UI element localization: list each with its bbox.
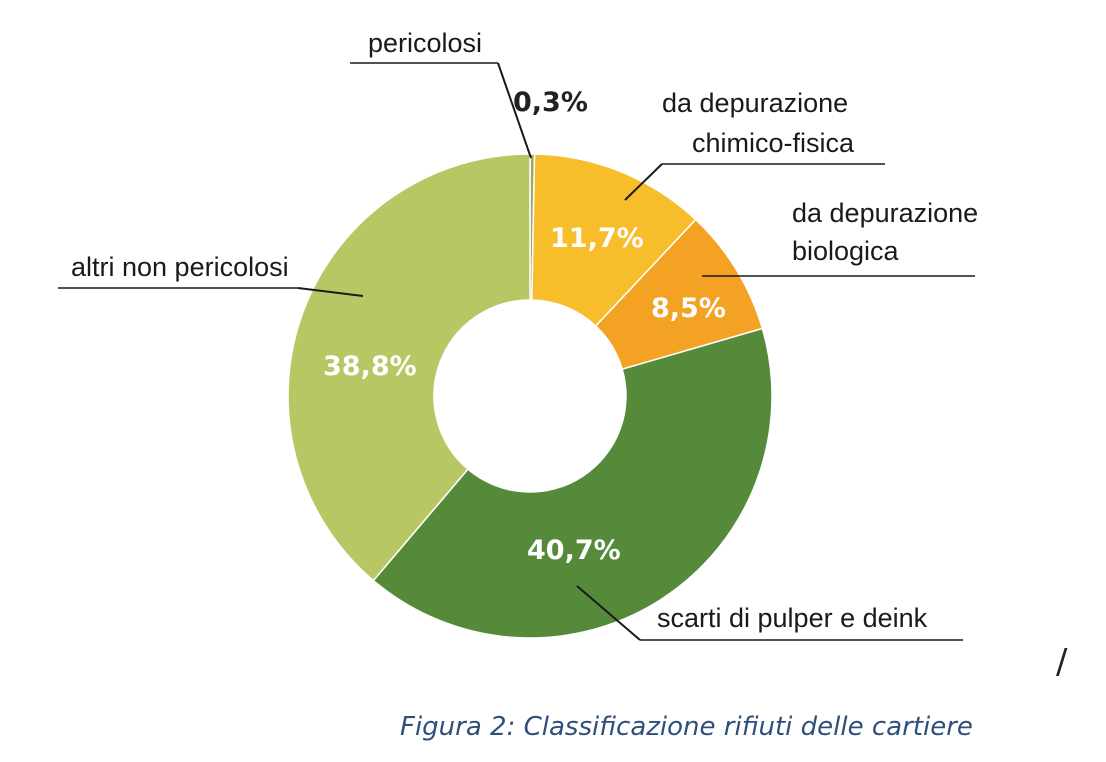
category-label-pericolosi: pericolosi [368,28,482,58]
category-label-pulper: scarti di pulper e deink [657,603,928,633]
category-label-altri: altri non pericolosi [71,252,289,282]
value-label-pulper: 40,7% [527,535,621,566]
leader-line-pulper [576,585,641,641]
leader-line-pericolosi [497,62,532,159]
leader-line-altri [297,287,364,297]
leader-line-chimico [624,163,663,201]
value-label-chimico-fisica: 11,7% [550,223,644,254]
category-label-chimico-line1: da depurazione [662,88,848,118]
category-label-chimico-line2: chimico-fisica [692,128,855,158]
value-label-altri: 38,8% [323,351,417,382]
slice-scarti-di-pulper-e-deink [372,327,773,639]
value-label-pericolosi: 0,3% [513,87,588,118]
stray-slash-mark: / [1056,642,1068,682]
slice-da-depurazione-chimico-fisica [531,153,697,328]
figure-caption: Figura 2: Classificazione rifiuti delle … [400,712,973,742]
donut-chart: 0,3% 11,7% 8,5% 40,7% 38,8% pericolosi d… [58,28,978,641]
category-label-biologica-line2: biologica [792,236,900,266]
slice-altri-non-pericolosi [287,153,531,582]
value-label-biologica: 8,5% [651,293,726,324]
category-label-biologica-line1: da depurazione [792,198,978,228]
